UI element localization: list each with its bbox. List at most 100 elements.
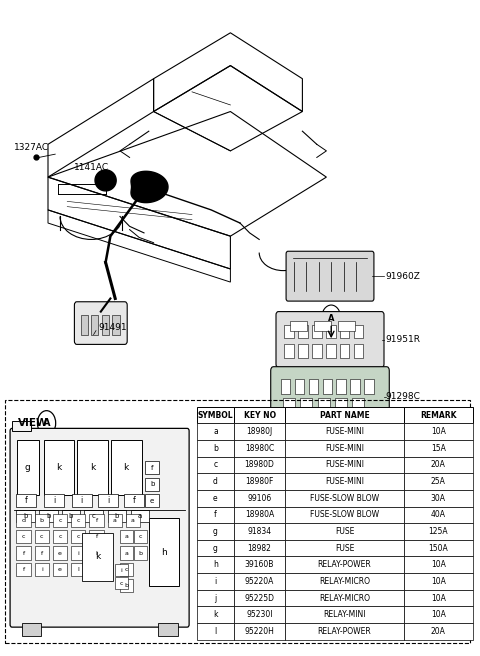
Text: c: c <box>58 518 62 523</box>
Text: i: i <box>120 567 122 573</box>
Text: 25A: 25A <box>431 477 446 486</box>
Text: 15A: 15A <box>431 444 446 453</box>
Bar <box>290 321 307 331</box>
Bar <box>234 540 285 556</box>
FancyBboxPatch shape <box>120 579 133 592</box>
Text: 18980C: 18980C <box>245 444 274 453</box>
Bar <box>234 506 285 523</box>
Text: k: k <box>95 552 100 562</box>
Bar <box>283 398 295 417</box>
Text: a: a <box>213 427 218 436</box>
Text: b: b <box>40 518 44 523</box>
Text: 1327AC: 1327AC <box>14 143 49 152</box>
Text: a: a <box>124 550 128 556</box>
Text: c: c <box>214 461 217 470</box>
Text: REMARK: REMARK <box>420 411 456 420</box>
FancyBboxPatch shape <box>16 530 31 543</box>
Text: FUSE-SLOW BLOW: FUSE-SLOW BLOW <box>310 510 379 520</box>
FancyBboxPatch shape <box>89 514 104 527</box>
Text: e: e <box>150 497 154 504</box>
Bar <box>197 473 234 490</box>
Bar <box>340 325 349 338</box>
FancyBboxPatch shape <box>39 510 58 522</box>
Text: PART NAME: PART NAME <box>320 411 369 420</box>
FancyBboxPatch shape <box>145 494 159 507</box>
Text: RELAY-POWER: RELAY-POWER <box>318 560 372 569</box>
Bar <box>404 490 473 506</box>
Text: KEY NO: KEY NO <box>243 411 276 420</box>
FancyBboxPatch shape <box>276 312 384 367</box>
Text: FUSE: FUSE <box>335 527 354 536</box>
Text: i: i <box>77 550 79 556</box>
FancyBboxPatch shape <box>149 518 179 586</box>
FancyBboxPatch shape <box>53 530 67 543</box>
Text: d: d <box>213 477 218 486</box>
Bar <box>404 540 473 556</box>
Bar <box>234 523 285 540</box>
Text: l: l <box>96 550 97 556</box>
Text: VIEW: VIEW <box>18 418 49 428</box>
Bar <box>323 379 332 394</box>
Bar <box>285 473 404 490</box>
Bar <box>404 623 473 640</box>
Text: 95220H: 95220H <box>245 626 275 636</box>
Text: c: c <box>22 534 25 539</box>
Bar <box>336 379 346 394</box>
Bar <box>404 423 473 440</box>
Text: a: a <box>138 513 142 520</box>
Text: 10A: 10A <box>431 560 446 569</box>
Bar <box>326 344 336 358</box>
FancyBboxPatch shape <box>126 514 140 527</box>
FancyBboxPatch shape <box>53 546 67 560</box>
Bar <box>404 590 473 606</box>
Text: 10A: 10A <box>431 594 446 602</box>
Bar <box>335 398 347 417</box>
FancyBboxPatch shape <box>134 530 147 543</box>
Bar <box>314 321 331 331</box>
FancyBboxPatch shape <box>10 428 189 627</box>
Bar <box>234 623 285 640</box>
Text: RELAY-MINI: RELAY-MINI <box>323 610 366 619</box>
Bar <box>234 606 285 623</box>
FancyBboxPatch shape <box>120 563 133 576</box>
Bar <box>102 315 109 335</box>
Text: f: f <box>23 567 24 572</box>
Text: 1141AC: 1141AC <box>74 163 109 172</box>
Text: c: c <box>139 534 143 539</box>
Bar <box>350 379 360 394</box>
Bar <box>404 440 473 457</box>
FancyBboxPatch shape <box>35 563 49 576</box>
Text: FUSE-MINI: FUSE-MINI <box>325 427 364 436</box>
Bar <box>285 606 404 623</box>
Bar <box>197 407 234 423</box>
Text: RELAY-MICRO: RELAY-MICRO <box>319 577 370 586</box>
Bar <box>285 623 404 640</box>
FancyBboxPatch shape <box>71 546 85 560</box>
Bar <box>158 623 178 636</box>
Text: 95230I: 95230I <box>246 610 273 619</box>
Text: 10A: 10A <box>431 427 446 436</box>
Bar <box>197 573 234 590</box>
Bar <box>298 420 317 430</box>
Bar <box>364 379 374 394</box>
Text: d: d <box>22 518 25 523</box>
Bar <box>295 379 304 394</box>
Bar <box>300 398 312 417</box>
Bar <box>326 325 336 338</box>
Text: 18980D: 18980D <box>245 461 275 470</box>
FancyBboxPatch shape <box>62 510 80 522</box>
Text: b: b <box>124 583 128 588</box>
Bar <box>298 344 308 358</box>
Text: b: b <box>114 513 119 520</box>
FancyBboxPatch shape <box>16 494 36 507</box>
Bar <box>234 590 285 606</box>
Bar <box>281 379 290 394</box>
FancyBboxPatch shape <box>124 494 144 507</box>
Text: c: c <box>76 518 80 523</box>
Bar <box>318 398 330 417</box>
Text: 10A: 10A <box>431 610 446 619</box>
Bar <box>197 606 234 623</box>
Text: FUSE-MINI: FUSE-MINI <box>325 444 364 453</box>
FancyBboxPatch shape <box>16 546 31 560</box>
Bar <box>197 457 234 473</box>
